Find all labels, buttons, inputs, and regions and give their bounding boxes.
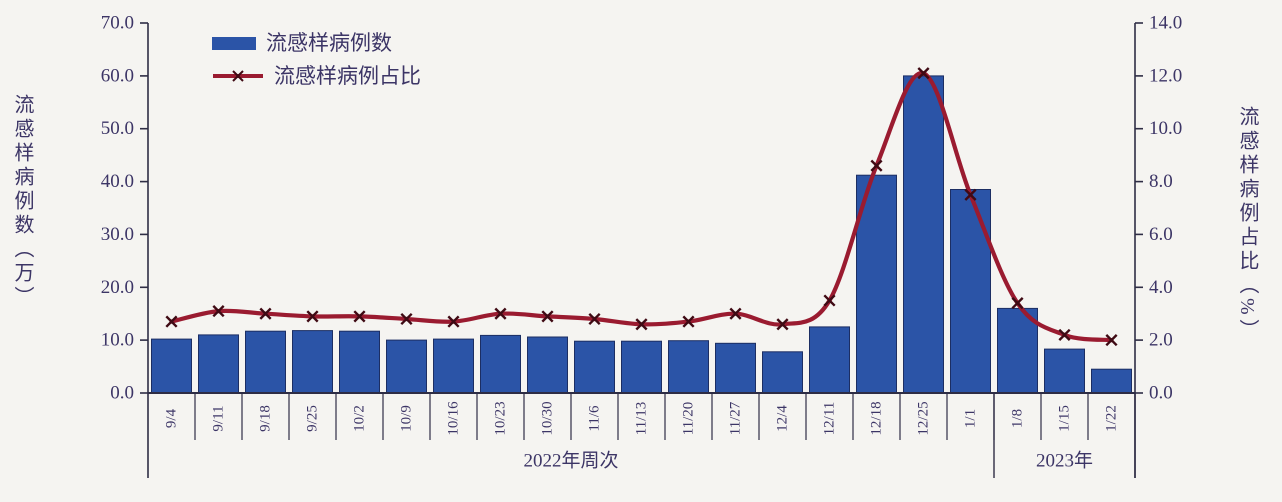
x-marker-icon	[494, 307, 507, 320]
x-tick-label: 1/22	[1104, 405, 1120, 432]
left-axis-tick-label: 50.0	[101, 118, 134, 139]
bar-10/23	[480, 334, 521, 394]
legend: 流感样病例数 流感样病例占比	[212, 30, 421, 89]
x-marker-icon	[165, 315, 178, 328]
bar-12/4	[762, 351, 803, 394]
x-tick-label: 12/11	[822, 402, 838, 436]
right-axis-tick-label: 10.0	[1149, 118, 1182, 139]
bar-9/11	[198, 334, 239, 394]
line-series-swatch-icon	[213, 70, 263, 82]
bar-1/22	[1091, 368, 1132, 394]
left-axis-tick-label: 20.0	[101, 277, 134, 298]
right-axis-tick-label: 0.0	[1149, 383, 1173, 404]
bar-1/15	[1044, 348, 1085, 394]
x-marker-icon	[353, 310, 366, 323]
x-marker-icon	[541, 310, 554, 323]
ratio-line	[169, 71, 1114, 343]
right-axis-tick-label: 8.0	[1149, 171, 1173, 192]
bar-1/1	[950, 189, 991, 394]
x-tick-label: 1/8	[1010, 409, 1026, 428]
x-marker-icon	[870, 159, 883, 172]
right-axis-tick-label: 12.0	[1149, 65, 1182, 86]
right-axis-tick-label: 2.0	[1149, 330, 1173, 351]
x-tick-label: 11/13	[634, 402, 650, 436]
x-tick-label: 12/4	[775, 405, 791, 432]
year-group-label: 2023年	[1036, 450, 1093, 472]
x-tick-label: 12/25	[916, 401, 932, 435]
x-marker-icon	[1105, 334, 1118, 347]
bar-10/16	[433, 338, 474, 394]
x-marker-icon	[306, 310, 319, 323]
x-tick-label: 9/18	[258, 405, 274, 432]
x-tick-label: 9/11	[211, 405, 227, 431]
x-marker-icon	[776, 318, 789, 331]
bar-10/2	[339, 330, 380, 394]
x-tick-label: 11/6	[587, 405, 603, 432]
legend-label-cases: 流感样病例数	[266, 30, 392, 55]
x-tick-label: 10/2	[352, 405, 368, 432]
bar-12/11	[809, 326, 850, 394]
right-axis-tick-label: 6.0	[1149, 224, 1173, 245]
x-tick-label: 9/4	[164, 408, 180, 428]
x-marker-icon	[917, 67, 930, 80]
bar-9/18	[245, 330, 286, 394]
x-tick-label: 10/9	[399, 405, 415, 432]
x-marker-icon	[964, 188, 977, 201]
x-marker-icon	[259, 307, 272, 320]
x-marker-icon	[400, 312, 413, 326]
bar-9/4	[151, 338, 192, 394]
x-marker-icon	[1058, 328, 1071, 341]
x-tick-label: 11/20	[681, 402, 697, 436]
x-tick-label: 10/16	[446, 401, 462, 436]
bar-9/25	[292, 330, 333, 394]
bar-12/25	[903, 75, 944, 394]
x-tick-label: 10/30	[540, 401, 556, 435]
x-marker-icon	[635, 318, 648, 331]
bar-10/9	[386, 339, 427, 394]
x-tick-label: 11/27	[728, 401, 744, 435]
left-axis-tick-label: 70.0	[101, 13, 134, 34]
year-group-label: 2022年周次	[523, 450, 618, 472]
bar-11/27	[715, 342, 756, 394]
left-axis-title: 流感样病例数（万）	[11, 94, 33, 310]
x-marker-icon	[1011, 297, 1024, 310]
bar-series-swatch-icon	[212, 36, 256, 50]
x-marker-icon	[729, 307, 742, 320]
bar-1/8	[997, 307, 1038, 394]
x-tick-label: 12/18	[869, 401, 885, 435]
x-tick-label: 1/1	[963, 409, 979, 428]
legend-item-ratio: 流感样病例占比	[212, 63, 421, 89]
left-axis-tick-label: 60.0	[101, 65, 134, 86]
right-axis-tick-label: 14.0	[1149, 13, 1182, 34]
left-axis-tick-label: 10.0	[101, 330, 134, 351]
bar-11/6	[574, 340, 615, 394]
left-axis-tick-label: 30.0	[101, 224, 134, 245]
x-tick-label: 10/23	[493, 401, 509, 435]
bar-11/20	[668, 340, 709, 394]
x-markers	[165, 67, 1118, 347]
bar-11/13	[621, 340, 662, 394]
x-marker-icon	[823, 294, 836, 307]
legend-item-cases: 流感样病例数	[212, 30, 421, 56]
left-axis-tick-label: 0.0	[110, 383, 134, 404]
ratio-line-series	[165, 67, 1118, 347]
x-marker-icon	[447, 315, 460, 328]
left-axis-tick-label: 40.0	[101, 171, 134, 192]
x-marker-icon	[682, 315, 695, 328]
x-marker-icon	[212, 305, 225, 318]
right-axis-tick-label: 4.0	[1149, 277, 1173, 298]
bar-10/30	[527, 336, 568, 394]
legend-label-ratio: 流感样病例占比	[274, 63, 421, 88]
x-marker-icon	[588, 312, 601, 326]
x-tick-label: 1/15	[1057, 405, 1073, 432]
right-axis-title: 流感样病例占比（%）	[1236, 106, 1258, 343]
x-tick-label: 9/25	[305, 405, 321, 432]
